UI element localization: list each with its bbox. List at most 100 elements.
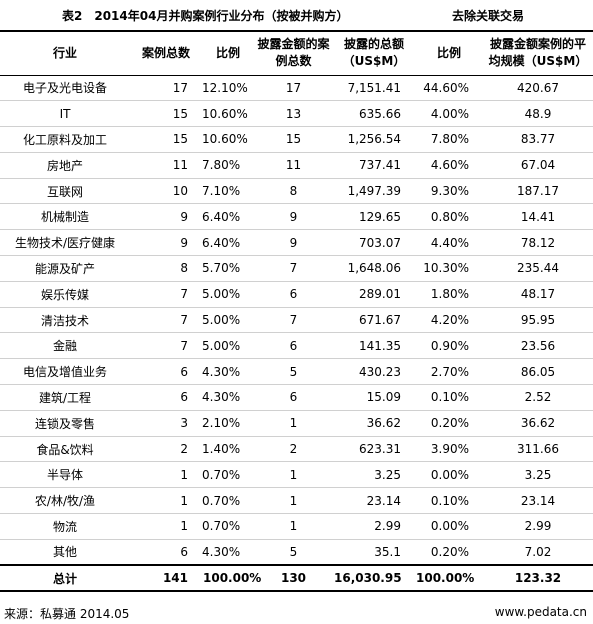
table-row: 能源及矿产 8 5.70% 7 1,648.06 10.30% 235.44 [0,255,593,282]
disclosed-count-cell: 15 [254,126,333,153]
website-link[interactable]: www.pedata.cn [494,605,587,619]
disclosed-amount-cell: 289.01 [333,281,415,308]
average-size-cell: 420.67 [483,75,593,102]
industry-cell: 半导体 [0,461,130,489]
industry-cell: 生物技术/医疗健康 [0,229,130,257]
case-ratio-cell: 7.10% [202,178,254,205]
disclosed-count-cell: 9 [254,229,333,257]
case-ratio-cell: 5.70% [202,255,254,282]
case-count-cell: 8 [130,255,202,282]
amount-ratio-cell: 0.80% [415,203,483,231]
disclosed-count-cell: 2 [254,436,333,463]
amount-ratio-cell: 44.60% [415,75,483,102]
table-row: 电信及增值业务 6 4.30% 5 430.23 2.70% 86.05 [0,358,593,386]
average-size-cell: 7.02 [483,539,593,566]
amount-ratio-cell: 7.80% [415,126,483,153]
total-disclosed-count: 130 [254,564,333,593]
case-ratio-cell: 0.70% [202,513,254,540]
disclosed-count-cell: 5 [254,358,333,386]
amount-ratio-cell: 3.90% [415,436,483,463]
disclosed-amount-cell: 635.66 [333,100,415,128]
case-count-cell: 17 [130,75,202,102]
average-size-cell: 235.44 [483,255,593,282]
amount-ratio-cell: 0.00% [415,461,483,489]
amount-ratio-cell: 9.30% [415,178,483,205]
table-row: 机械制造 9 6.40% 9 129.65 0.80% 14.41 [0,203,593,231]
average-size-cell: 187.17 [483,178,593,205]
disclosed-amount-cell: 623.31 [333,436,415,463]
case-count-cell: 6 [130,358,202,386]
industry-cell: 电信及增值业务 [0,358,130,386]
industry-distribution-table: 行业 案例总数 比例 披露金额的案例总数 披露的总额（US$M） 比例 披露金额… [0,30,593,593]
disclosed-amount-cell: 35.1 [333,539,415,566]
disclosed-amount-cell: 2.99 [333,513,415,540]
table-row: 房地产 11 7.80% 11 737.41 4.60% 67.04 [0,152,593,179]
industry-cell: 娱乐传媒 [0,281,130,308]
case-count-cell: 15 [130,126,202,153]
case-ratio-cell: 4.30% [202,358,254,386]
disclosed-count-cell: 6 [254,332,333,360]
average-size-cell: 83.77 [483,126,593,153]
amount-ratio-cell: 0.20% [415,410,483,437]
disclosed-count-cell: 17 [254,75,333,102]
disclosed-count-cell: 6 [254,281,333,308]
table-row: IT 15 10.60% 13 635.66 4.00% 48.9 [0,100,593,128]
disclosed-amount-cell: 737.41 [333,152,415,179]
case-ratio-cell: 5.00% [202,307,254,334]
header-row: 行业 案例总数 比例 披露金额的案例总数 披露的总额（US$M） 比例 披露金额… [0,30,593,76]
disclosed-amount-cell: 36.62 [333,410,415,437]
average-size-cell: 3.25 [483,461,593,489]
table-row: 娱乐传媒 7 5.00% 6 289.01 1.80% 48.17 [0,281,593,308]
case-ratio-cell: 4.30% [202,539,254,566]
industry-cell: 建筑/工程 [0,384,130,411]
disclosed-amount-cell: 430.23 [333,358,415,386]
case-ratio-cell: 10.60% [202,126,254,153]
case-ratio-cell: 12.10% [202,75,254,102]
amount-ratio-cell: 4.00% [415,100,483,128]
average-size-cell: 86.05 [483,358,593,386]
case-ratio-cell: 0.70% [202,487,254,515]
case-count-cell: 1 [130,513,202,540]
disclosed-count-cell: 1 [254,513,333,540]
amount-ratio-cell: 0.10% [415,384,483,411]
industry-cell: 能源及矿产 [0,255,130,282]
table-note: 去除关联交易 [452,9,525,23]
case-ratio-cell: 6.40% [202,203,254,231]
case-count-cell: 6 [130,384,202,411]
disclosed-amount-cell: 23.14 [333,487,415,515]
amount-ratio-cell: 4.20% [415,307,483,334]
amount-ratio-cell: 1.80% [415,281,483,308]
table-row: 建筑/工程 6 4.30% 6 15.09 0.10% 2.52 [0,384,593,411]
disclosed-amount-cell: 671.67 [333,307,415,334]
total-disclosed-amount: 16,030.95 [333,564,415,593]
table-row: 生物技术/医疗健康 9 6.40% 9 703.07 4.40% 78.12 [0,229,593,257]
total-row: 总计 141 100.00% 130 16,030.95 100.00% 123… [0,564,593,593]
industry-cell: IT [0,100,130,128]
disclosed-count-cell: 1 [254,487,333,515]
header-disclosed-count: 披露金额的案例总数 [254,30,333,76]
table-row: 电子及光电设备 17 12.10% 17 7,151.41 44.60% 420.67 [0,75,593,102]
industry-cell: 物流 [0,513,130,540]
average-size-cell: 2.99 [483,513,593,540]
industry-cell: 化工原料及加工 [0,126,130,153]
amount-ratio-cell: 2.70% [415,358,483,386]
disclosed-amount-cell: 1,648.06 [333,255,415,282]
industry-cell: 食品&饮料 [0,436,130,463]
average-size-cell: 78.12 [483,229,593,257]
case-ratio-cell: 2.10% [202,410,254,437]
total-case-ratio: 100.00% [202,564,261,593]
industry-cell: 连锁及零售 [0,410,130,437]
disclosed-count-cell: 1 [254,410,333,437]
average-size-cell: 95.95 [483,307,593,334]
table-row: 化工原料及加工 15 10.60% 15 1,256.54 7.80% 83.77 [0,126,593,153]
source-note: 来源：私募通 2014.05 [4,607,130,621]
amount-ratio-cell: 0.20% [415,539,483,566]
case-ratio-cell: 6.40% [202,229,254,257]
amount-ratio-cell: 4.40% [415,229,483,257]
case-count-cell: 10 [130,178,202,205]
average-size-cell: 48.9 [483,100,593,128]
table-row: 农/林/牧/渔 1 0.70% 1 23.14 0.10% 23.14 [0,487,593,515]
header-industry: 行业 [0,30,130,76]
disclosed-count-cell: 8 [254,178,333,205]
case-ratio-cell: 10.60% [202,100,254,128]
